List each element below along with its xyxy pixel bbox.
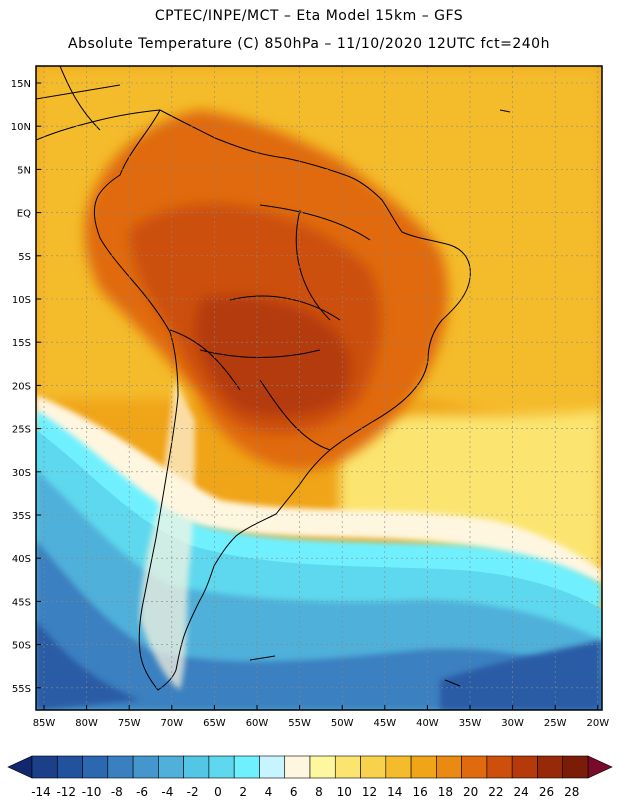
latitude-labels: 15N 10N 5N EQ 5S 10S 15S 20S 25S 30S 35S 40S 45S 50S 5… — [11, 79, 41, 695]
colorbar-swatch — [410, 755, 437, 779]
colorbar-label: -12 — [56, 785, 76, 799]
colorbar-max-arrow — [587, 755, 613, 779]
colorbar-label: 28 — [564, 785, 579, 799]
lat-label: 5S — [18, 252, 31, 263]
lon-label: 60W — [246, 718, 269, 729]
colorbar-label: 12 — [362, 785, 377, 799]
title-line-2: Absolute Temperature (C) 850hPa – 11/10/… — [68, 36, 550, 52]
lat-label: 35S — [12, 511, 31, 522]
lon-label: 55W — [288, 718, 311, 729]
lat-label: 45S — [12, 597, 31, 608]
colorbar — [7, 755, 613, 779]
colorbar-label: -14 — [31, 785, 51, 799]
colorbar-swatch — [284, 755, 311, 779]
lat-label: 30S — [12, 468, 31, 479]
colorbar-swatch — [334, 755, 361, 779]
lat-label: 55S — [12, 684, 31, 695]
lat-label: 15S — [12, 338, 31, 349]
lon-label: 80W — [75, 718, 98, 729]
lon-label: 40W — [416, 718, 439, 729]
colorbar-swatch — [208, 755, 235, 779]
map-frame — [35, 65, 603, 711]
colorbar-label: -2 — [187, 785, 199, 799]
colorbar-label: 14 — [387, 785, 402, 799]
colorbar-swatch — [233, 755, 260, 779]
longitude-labels: 85W 80W 75W 70W 65W 60W 55W 50W 45W 40W 35W 30W 25W 2… — [33, 705, 609, 729]
lat-label: 50S — [12, 641, 31, 652]
lat-label: 10N — [11, 122, 31, 133]
lat-label: 5N — [17, 165, 31, 176]
colorbar-swatch — [183, 755, 210, 779]
lon-label: 65W — [203, 718, 226, 729]
colorbar-swatch — [56, 755, 83, 779]
colorbar-label: -4 — [161, 785, 173, 799]
colorbar-swatch — [132, 755, 159, 779]
colorbar-swatch — [31, 755, 58, 779]
lon-label: 20W — [586, 718, 609, 729]
colorbar-swatch — [562, 755, 589, 779]
colorbar-label: 4 — [265, 785, 273, 799]
lon-label: 45W — [373, 718, 396, 729]
lat-label: EQ — [17, 209, 31, 220]
colorbar-label: 10 — [337, 785, 352, 799]
colorbar-swatch — [511, 755, 538, 779]
colorbar-min-arrow — [7, 755, 33, 779]
lon-label: 50W — [331, 718, 354, 729]
colorbar-label: 20 — [463, 785, 478, 799]
colorbar-label: -10 — [82, 785, 102, 799]
colorbar-swatch — [436, 755, 462, 779]
lat-label: 25S — [12, 425, 31, 436]
colorbar-label: 6 — [290, 785, 298, 799]
colorbar-swatch — [537, 755, 564, 779]
lat-label: 40S — [12, 554, 31, 565]
lon-label: 85W — [33, 718, 56, 729]
colorbar-swatch — [385, 755, 412, 779]
colorbar-label: 0 — [214, 785, 222, 799]
colorbar-swatch — [82, 755, 109, 779]
lon-label: 25W — [544, 718, 567, 729]
colorbar-swatch — [158, 755, 184, 779]
lat-label: 10S — [12, 295, 31, 306]
lon-label: 70W — [160, 718, 183, 729]
colorbar-label: 22 — [488, 785, 503, 799]
title-line-1: CPTEC/INPE/MCT – Eta Model 15km – GFS — [154, 8, 464, 24]
coastlines — [36, 66, 511, 691]
colorbar-label: 2 — [239, 785, 247, 799]
colorbar-swatch — [107, 755, 134, 779]
colorbar-label: 24 — [514, 785, 529, 799]
graticule — [36, 66, 602, 710]
colorbar-swatch — [461, 755, 488, 779]
lon-label: 35W — [459, 718, 482, 729]
colorbar-swatch — [259, 755, 286, 779]
colorbar-label: -6 — [136, 785, 148, 799]
colorbar-label: 16 — [412, 785, 427, 799]
lat-label: 20S — [12, 381, 31, 392]
colorbar-swatch — [486, 755, 513, 779]
lon-label: 30W — [501, 718, 524, 729]
colorbar-swatch — [309, 755, 336, 779]
colorbar-label: 26 — [539, 785, 554, 799]
colorbar-label: -8 — [111, 785, 123, 799]
colorbar-labels: -14 -12 -10 -8 -6 -4 -2 0 2 4 6 8 10 12 14 16 18 20 22 24 26… — [31, 785, 579, 799]
lat-label: 15N — [11, 79, 31, 90]
colorbar-swatch — [360, 755, 387, 779]
lon-label: 75W — [118, 718, 141, 729]
colorbar-label: 18 — [438, 785, 453, 799]
colorbar-label: 8 — [315, 785, 323, 799]
temperature-field — [36, 66, 602, 710]
